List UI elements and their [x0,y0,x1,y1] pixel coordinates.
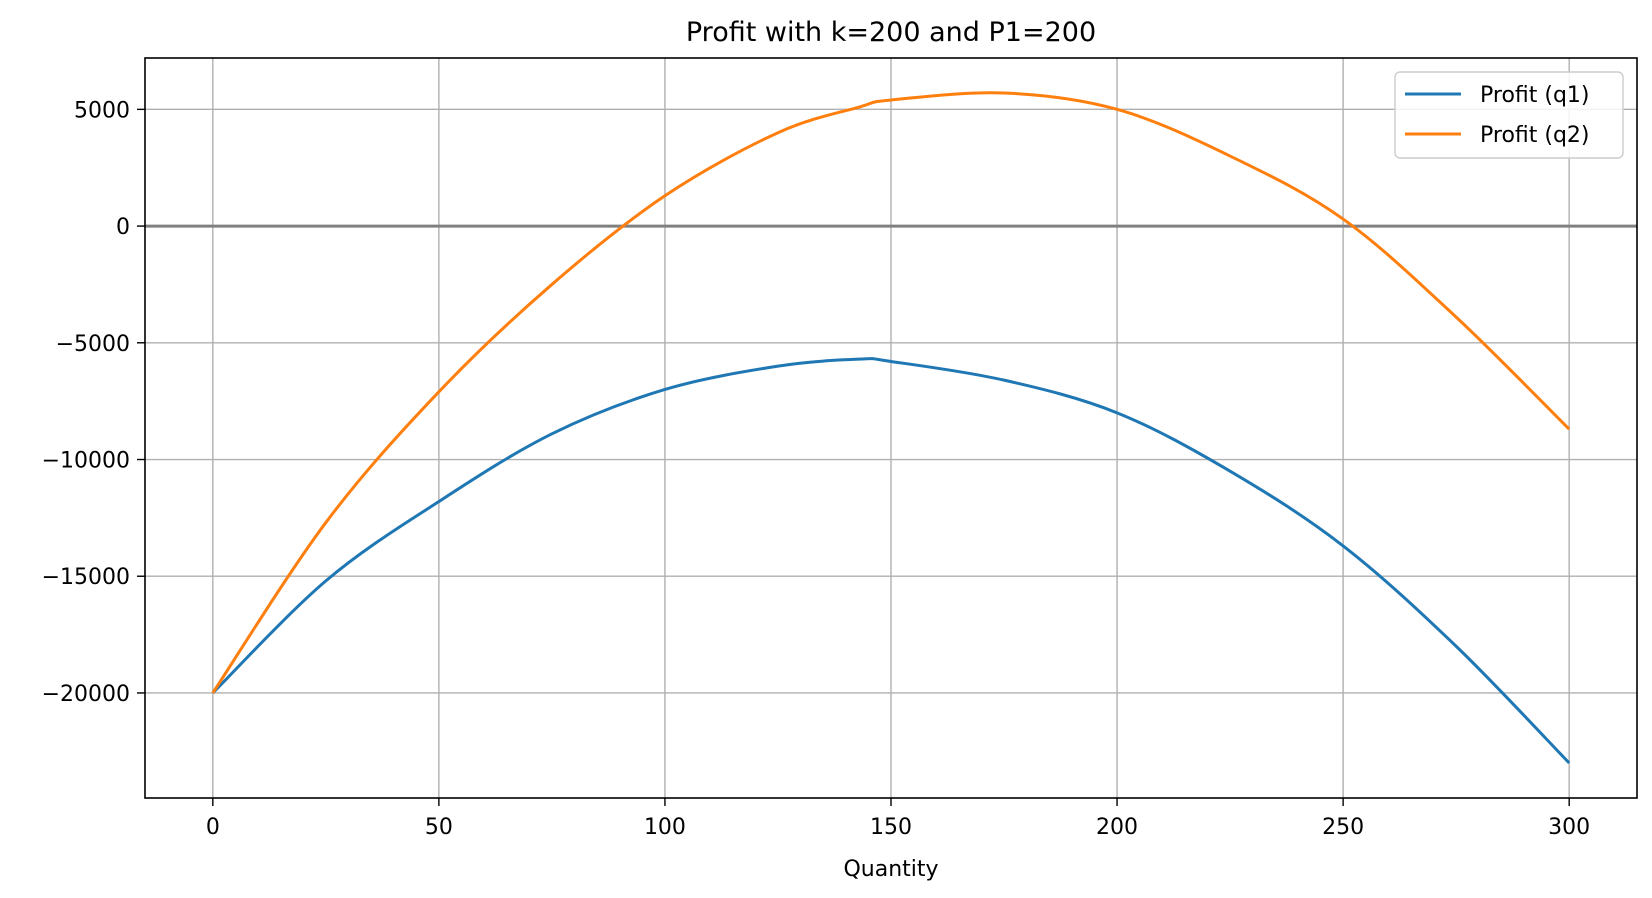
y-tick-label: 0 [116,215,130,240]
x-tick-label: 100 [644,815,686,840]
y-tick-label: −20000 [42,682,130,707]
y-tick-label: −15000 [42,565,130,590]
legend-label-q2: Profit (q2) [1480,123,1590,148]
x-axis-label: Quantity [843,857,938,882]
y-tick-label: −10000 [42,449,130,474]
series-line-1 [211,357,1571,765]
y-tick-label: 5000 [74,98,130,123]
legend-label-q1: Profit (q1) [1480,83,1590,108]
x-tick-label: 200 [1096,815,1138,840]
x-tick-label: 250 [1322,815,1364,840]
series-lines [211,91,1571,765]
legend: Profit (q1) Profit (q2) [1394,71,1624,159]
y-tick-label: −5000 [56,332,130,357]
chart-title: Profit with k=200 and P1=200 [686,17,1096,48]
x-tick-label: 150 [870,815,912,840]
series-line-2 [211,91,1571,694]
x-tick-label: 50 [425,815,453,840]
x-tick-label: 0 [206,815,220,840]
axis-ticks: 0 50 100 150 200 250 300 5000 0 −5000 −10000 −15000… [42,98,1591,840]
x-tick-label: 300 [1548,815,1590,840]
